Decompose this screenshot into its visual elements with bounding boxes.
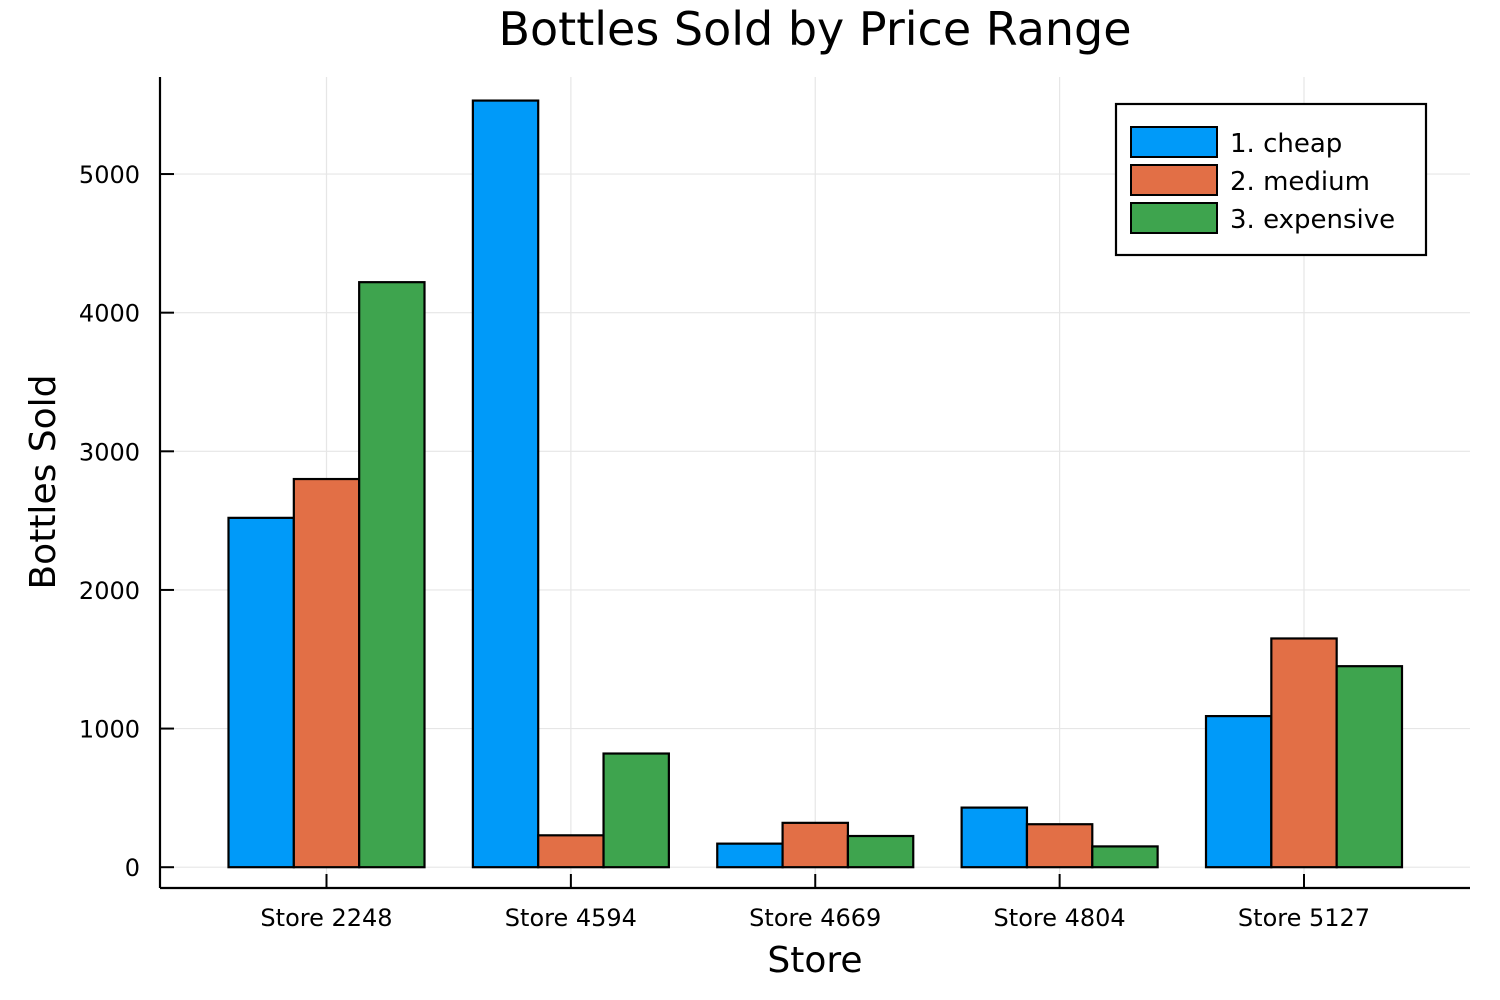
legend-swatch [1130,164,1218,196]
bar-1-store-4594 [471,99,540,869]
bars [227,99,1404,869]
bar-3-store-4594 [602,752,670,869]
legend-label: 2. medium [1230,167,1370,197]
legend-swatch [1130,202,1218,234]
bar-1-store-4669 [716,842,784,869]
bar-1-store-5127 [1204,714,1273,869]
y-ticks: 0 1000 2000 3000 4000 5000 [79,161,174,882]
bar-3-store-4804 [1091,845,1159,869]
bar-2-store-5127 [1270,637,1338,869]
y-tick-label: 2000 [79,577,140,605]
bar-2-store-4594 [537,834,605,869]
x-axis-label: Store [767,940,862,981]
bar-2-store-2248 [292,477,361,869]
bar-1-store-4804 [960,806,1029,869]
x-tick-label: Store 5127 [1238,904,1370,932]
y-tick-label: 5000 [79,161,140,189]
chart-title: Bottles Sold by Price Range [498,2,1131,56]
bar-2-store-4669 [781,821,850,869]
bar-2-store-4804 [1025,823,1094,869]
y-axis-label: Bottles Sold [23,374,64,589]
y-tick-label: 4000 [79,300,140,328]
legend-label: 1. cheap [1230,129,1342,159]
bar-3-store-5127 [1335,665,1404,869]
y-tick-label: 3000 [79,438,140,466]
bar-3-store-2248 [358,281,426,869]
bar-3-store-4669 [846,834,915,869]
legend-swatch [1130,126,1218,158]
bar-1-store-2248 [227,516,295,869]
x-ticks: Store 2248 Store 4594 Store 4669 Store 4804… [260,874,1370,932]
x-tick-label: Store 4594 [505,904,637,932]
x-tick-label: Store 2248 [260,904,392,932]
legend: 1. cheap 2. medium 3. expensive [1114,102,1428,257]
x-tick-label: Store 4804 [994,904,1126,932]
y-tick-label: 0 [125,854,140,882]
x-tick-label: Store 4669 [749,904,881,932]
legend-label: 3. expensive [1230,205,1395,235]
y-tick-label: 1000 [79,716,140,744]
